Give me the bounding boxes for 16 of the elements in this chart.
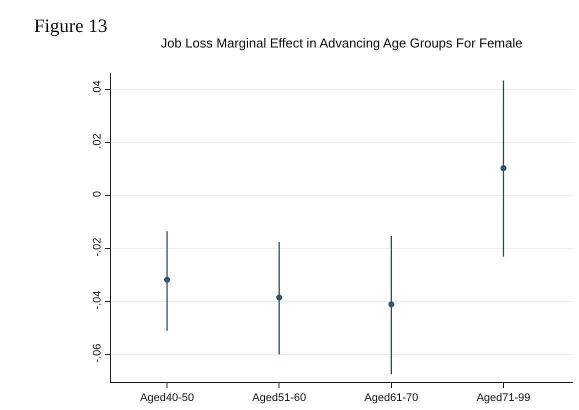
y-tick-label: 0 [92, 190, 104, 198]
caption: Figure 13 [34, 16, 108, 37]
x-tick-label: Aged71-99 [476, 392, 530, 404]
x-tick-label: Aged61-70 [364, 392, 418, 404]
y-tick-label: .02 [92, 133, 104, 149]
y-tick-label: -.06 [92, 344, 104, 363]
point [500, 165, 506, 172]
point [276, 294, 282, 300]
y-tick-label: -.04 [92, 290, 104, 310]
chart-title: Job Loss Marginal Effect in Advancing Age Groups For Female [160, 36, 523, 51]
y-tick-label: -.02 [92, 238, 104, 257]
point [388, 301, 394, 308]
point [164, 276, 170, 283]
y-tick-label: .04 [92, 80, 104, 96]
x-tick-label: Aged51-60 [252, 392, 306, 404]
x-tick-label: Aged40-50 [140, 392, 194, 404]
